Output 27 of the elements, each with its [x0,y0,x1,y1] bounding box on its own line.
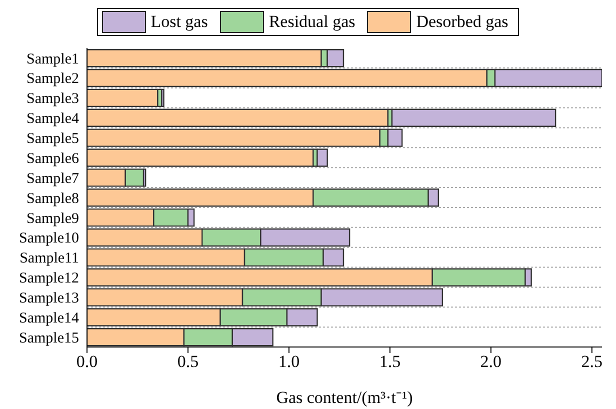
y-tick-label: Sample9 [26,210,79,227]
y-tick-label: Sample10 [19,230,79,247]
y-tick-label: Sample2 [26,71,79,88]
y-tick-label: Sample6 [26,150,80,167]
y-tick-label: Sample14 [19,310,80,326]
y-tick-label: Sample3 [26,91,79,108]
y-tick-label: Sample4 [26,111,80,128]
y-tick-label: Sample8 [26,190,79,207]
legend-label: Residual gas [268,12,356,32]
x-tick-label: 2.5 [581,352,603,372]
y-tick-label: Sample15 [19,330,79,346]
y-tick-label: Sample7 [26,170,80,187]
y-tick-label: Sample12 [19,270,79,287]
y-tick-label: Sample1 [26,51,79,68]
legend-label: Lost gas [150,12,208,32]
y-tick-label: Sample11 [20,250,79,267]
y-tick-label: Sample13 [19,290,79,306]
x-tick-label: 0.5 [177,352,199,372]
bar [87,88,158,108]
x-tick-label: 2.0 [480,352,502,372]
x-tick-label: 0.0 [76,352,98,372]
y-tick-label: Sample5 [26,131,79,148]
x-tick-label: 1.0 [278,352,300,372]
bar [161,88,164,108]
x-tick-label: 1.5 [379,352,401,372]
x-axis-title: Gas content/(m³·t⁻¹) [276,388,413,407]
legend-label: Desorbed gas [416,12,508,32]
